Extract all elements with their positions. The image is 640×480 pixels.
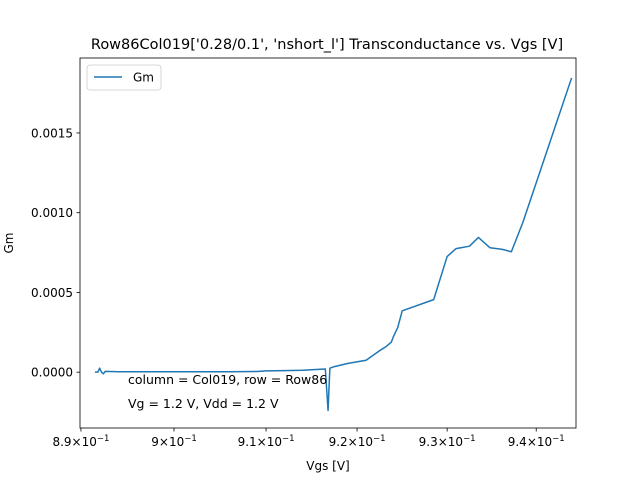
x-tick-label: 9.1×10−1	[238, 434, 295, 449]
y-tick-label: 0.0010	[31, 206, 73, 220]
y-axis-label: Gm	[2, 233, 16, 254]
y-tick-label: 0.0000	[31, 366, 73, 380]
x-tick-label: 9.2×10−1	[329, 434, 386, 449]
x-tick-label: 8.9×10−1	[52, 434, 109, 449]
x-tick-label: 9×10−1	[151, 434, 197, 449]
x-axis-ticks: 8.9×10−1 9×10−1 9.1×10−1 9.2×10−1 9.3×10−1 9.…	[52, 428, 565, 449]
x-tick-label: 9.3×10−1	[419, 434, 476, 449]
series-line-gm	[94, 77, 573, 412]
x-axis-label: Vgs [V]	[306, 459, 349, 473]
y-axis-ticks: 0.0000 0.0005 0.0010 0.0015	[31, 126, 80, 380]
chart-title: Row86Col019['0.28/0.1', 'nshort_l'] Tran…	[91, 37, 563, 53]
annotation-location: column = Col019, row = Row86	[128, 372, 327, 387]
x-tick-label: 9.4×10−1	[508, 434, 565, 449]
plot-area	[94, 77, 573, 412]
y-tick-label: 0.0015	[31, 126, 73, 140]
annotation-voltages: Vg = 1.2 V, Vdd = 1.2 V	[128, 396, 279, 411]
legend-label-gm: Gm	[133, 71, 154, 85]
legend-box	[86, 64, 162, 91]
legend: Gm	[86, 64, 162, 91]
y-tick-label: 0.0005	[31, 286, 73, 300]
axes-frame	[79, 57, 577, 429]
